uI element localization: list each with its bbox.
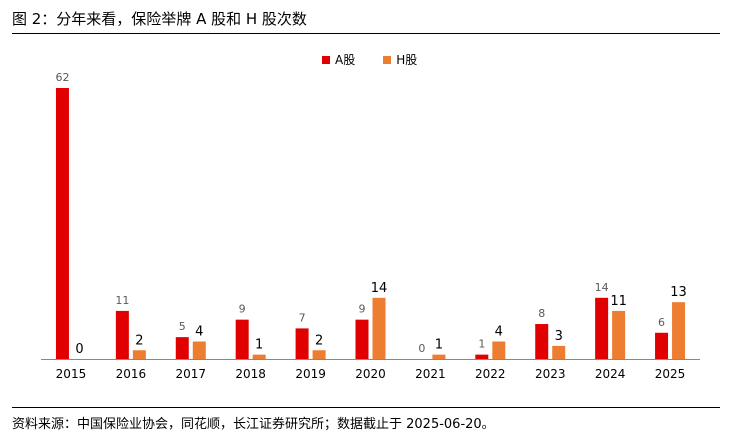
bar-h-share xyxy=(552,345,566,359)
x-tick-label: 2025 xyxy=(655,367,686,381)
data-label-h-share: 4 xyxy=(195,325,203,340)
bar-h-share xyxy=(192,341,206,359)
x-tick-label: 2017 xyxy=(175,367,206,381)
source-rule xyxy=(12,407,720,408)
data-label-a-share: 5 xyxy=(179,320,186,333)
bar-h-share xyxy=(672,302,686,359)
bar-h-share xyxy=(612,310,626,359)
x-tick-label: 2015 xyxy=(56,367,87,381)
data-label-a-share: 9 xyxy=(359,303,366,316)
bar-a-share xyxy=(55,88,69,359)
data-label-a-share: 7 xyxy=(299,311,306,324)
x-tick-label: 2024 xyxy=(595,367,626,381)
data-label-h-share: 4 xyxy=(495,325,503,340)
legend-label-a: A股 xyxy=(335,53,356,67)
source-note: 资料来源：中国保险业协会，同花顺，长江证券研究所；数据截止于 2025-06-2… xyxy=(12,417,495,432)
data-label-h-share: 11 xyxy=(610,294,627,309)
bar-a-share xyxy=(595,297,609,359)
x-tick-label: 2018 xyxy=(235,367,266,381)
bar-a-share xyxy=(535,324,549,359)
data-label-h-share: 2 xyxy=(315,333,323,348)
x-tick-label: 2019 xyxy=(295,367,326,381)
data-label-h-share: 1 xyxy=(255,338,263,353)
x-tick-label: 2023 xyxy=(535,367,566,381)
data-label-a-share: 11 xyxy=(115,294,129,307)
bar-h-share xyxy=(312,350,326,359)
legend-label-h: H股 xyxy=(396,53,418,67)
x-tick-label: 2021 xyxy=(415,367,446,381)
bar-a-share xyxy=(355,319,369,359)
bar-h-share xyxy=(492,341,506,359)
legend-item-h: H股 xyxy=(383,51,417,68)
legend-swatch-h xyxy=(383,55,392,64)
legend-swatch-a xyxy=(322,55,330,64)
bar-a-share xyxy=(175,337,189,359)
data-label-h-share: 14 xyxy=(371,281,388,296)
bar-a-share xyxy=(115,310,129,359)
bar-a-share xyxy=(235,319,249,359)
bar-h-share xyxy=(252,354,266,359)
legend-item-a: A股 xyxy=(322,51,355,68)
x-tick-label: 2022 xyxy=(475,367,506,381)
data-label-a-share: 0 xyxy=(418,342,425,355)
data-label-a-share: 62 xyxy=(55,71,69,84)
data-label-h-share: 2 xyxy=(135,333,143,348)
title-rule xyxy=(12,33,720,34)
bar-h-share xyxy=(372,297,386,359)
figure-title: 图 2：分年来看，保险举牌 A 股和 H 股次数 xyxy=(12,10,307,28)
data-label-h-share: 1 xyxy=(435,338,443,353)
chart-legend: A股 H股 xyxy=(322,51,417,68)
bar-a-share xyxy=(655,332,669,359)
data-label-a-share: 14 xyxy=(595,281,609,294)
bar-h-share xyxy=(132,350,146,359)
x-tick-label: 2016 xyxy=(116,367,147,381)
data-label-a-share: 8 xyxy=(538,307,545,320)
data-label-a-share: 1 xyxy=(478,338,485,351)
data-label-a-share: 9 xyxy=(239,303,246,316)
data-label-h-share: 0 xyxy=(75,342,83,357)
data-label-h-share: 13 xyxy=(670,285,687,300)
data-label-a-share: 6 xyxy=(658,316,665,329)
bar-a-share xyxy=(475,354,489,359)
x-tick-label: 2020 xyxy=(355,367,386,381)
bar-a-share xyxy=(295,328,309,359)
data-label-h-share: 3 xyxy=(555,329,563,344)
bar-h-share xyxy=(432,354,446,359)
